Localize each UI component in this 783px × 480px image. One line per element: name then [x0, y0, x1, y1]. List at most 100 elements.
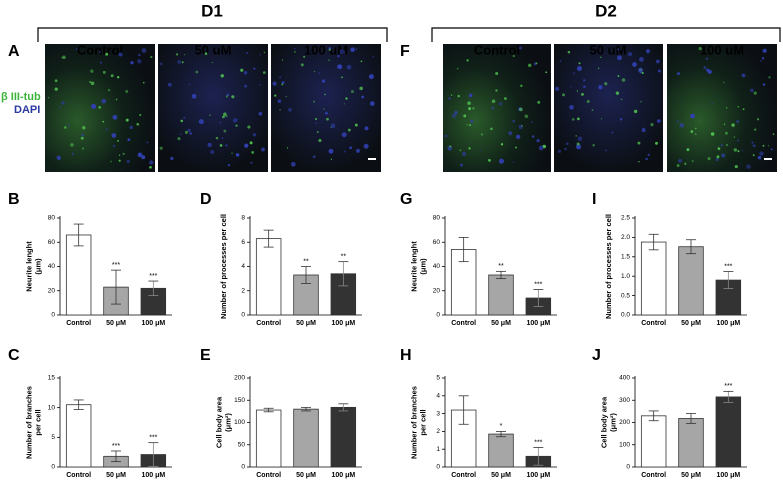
speck: [272, 81, 277, 86]
significance: **: [498, 263, 504, 270]
speck: [102, 120, 105, 123]
speck: [733, 148, 738, 152]
speck: [211, 61, 214, 64]
speck: [637, 141, 641, 145]
bar-chart: D Number of processes per cell 0 2 4 6 8 Contro…: [200, 191, 362, 327]
speck: [204, 52, 208, 55]
speck: [189, 132, 192, 135]
speck: [737, 150, 740, 153]
group-title: D1: [201, 1, 223, 20]
speck: [576, 117, 580, 121]
speck: [645, 157, 648, 161]
y-tick-label: 0: [241, 464, 245, 471]
speck: [472, 107, 475, 110]
speck: [759, 151, 764, 156]
x-tick-label: 100 μM: [331, 472, 355, 479]
speck: [462, 151, 467, 156]
speck: [258, 111, 263, 116]
speck: [641, 71, 644, 75]
speck: [122, 152, 125, 155]
speck: [191, 93, 197, 99]
speck: [312, 155, 316, 159]
speck: [656, 59, 660, 64]
speck: [355, 48, 358, 50]
speck: [259, 54, 262, 56]
speck: [316, 131, 319, 134]
significance: ***: [724, 263, 732, 270]
speck: [600, 118, 602, 120]
y-tick-label: 200: [234, 375, 245, 382]
y-axis-label: (μm): [418, 258, 427, 275]
speck: [98, 51, 101, 53]
speck: [468, 93, 473, 98]
speck: [537, 100, 541, 104]
speck: [691, 160, 694, 163]
speck: [557, 149, 562, 153]
speck: [605, 149, 607, 152]
speck: [655, 141, 658, 145]
speck: [285, 95, 287, 98]
speck: [725, 143, 729, 147]
panel-letter: G: [400, 191, 412, 208]
speck: [746, 164, 751, 169]
y-axis-label: Number of branches: [409, 386, 418, 459]
speck: [468, 147, 471, 150]
speck: [235, 124, 238, 127]
speck: [198, 119, 204, 125]
speck: [113, 144, 116, 148]
bar: [65, 404, 92, 468]
speck: [450, 94, 453, 96]
speck: [90, 81, 95, 86]
y-tick-label: 100: [234, 419, 245, 426]
speck: [343, 150, 346, 153]
speck: [694, 133, 697, 136]
speck: [538, 145, 544, 151]
speck: [565, 142, 569, 146]
speck: [141, 48, 147, 53]
speck: [290, 161, 296, 167]
speck: [328, 48, 332, 52]
significance: *: [500, 423, 503, 430]
x-tick-label: Control: [451, 472, 476, 479]
speck: [528, 63, 532, 68]
speck: [512, 161, 515, 163]
y-axis-label: Neurite lenght: [24, 241, 33, 292]
x-tick-label: 100 μM: [331, 320, 355, 327]
x-tick-label: 50 μM: [681, 320, 701, 327]
speck: [356, 148, 360, 153]
speck: [762, 144, 765, 147]
speck: [47, 96, 50, 99]
speck: [231, 95, 235, 99]
bracket: [37, 27, 388, 42]
speck: [54, 87, 58, 91]
speck: [611, 131, 614, 134]
speck: [734, 164, 738, 169]
speck: [632, 62, 637, 67]
speck: [129, 125, 134, 130]
y-tick-label: 4: [436, 393, 440, 400]
speck: [751, 141, 754, 144]
y-tick-label: 6: [241, 239, 245, 246]
speck: [235, 153, 240, 157]
speck: [555, 86, 560, 91]
speck: [676, 72, 680, 76]
x-tick-label: Control: [66, 472, 91, 479]
speck: [75, 48, 78, 51]
significance: **: [303, 258, 309, 265]
speck: [641, 128, 646, 133]
y-tick-label: 5: [436, 375, 440, 382]
x-tick-label: Control: [451, 320, 476, 327]
speck: [737, 139, 739, 142]
speck: [368, 74, 374, 80]
speck: [139, 114, 142, 117]
speck: [742, 108, 745, 111]
x-tick-label: 100 μM: [526, 320, 550, 327]
y-tick-label: 80: [433, 215, 441, 222]
speck: [281, 81, 285, 84]
bar-chart: H Number of branches per cell 0 1 2 3 4 5 Control…: [400, 347, 557, 479]
bar: [678, 246, 704, 316]
bar: [678, 418, 704, 468]
speck: [456, 67, 459, 70]
speck: [215, 136, 219, 140]
speck: [363, 143, 369, 149]
